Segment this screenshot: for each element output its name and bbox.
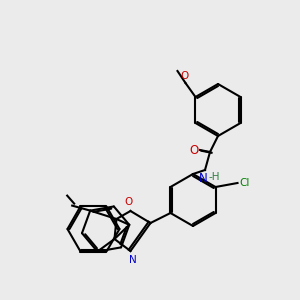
Text: O: O bbox=[180, 71, 189, 81]
Text: -H: -H bbox=[208, 172, 220, 182]
Text: N: N bbox=[199, 172, 207, 185]
Text: Cl: Cl bbox=[239, 178, 250, 188]
Text: O: O bbox=[189, 143, 199, 157]
Text: N: N bbox=[129, 255, 136, 265]
Text: O: O bbox=[124, 197, 133, 207]
